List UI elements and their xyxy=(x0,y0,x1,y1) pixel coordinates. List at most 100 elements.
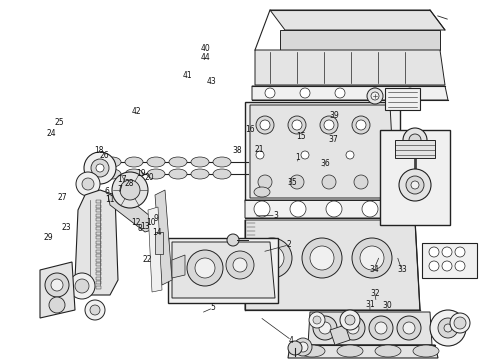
Text: 9: 9 xyxy=(153,215,158,223)
Circle shape xyxy=(442,261,452,271)
Bar xyxy=(96,249,101,252)
Circle shape xyxy=(362,201,378,217)
Polygon shape xyxy=(75,190,118,295)
Ellipse shape xyxy=(299,345,325,357)
Circle shape xyxy=(76,172,100,196)
Circle shape xyxy=(310,246,334,270)
Circle shape xyxy=(442,247,452,257)
Text: 31: 31 xyxy=(365,300,375,309)
Circle shape xyxy=(455,261,465,271)
Text: 35: 35 xyxy=(288,179,297,188)
Circle shape xyxy=(403,128,427,152)
Text: 20: 20 xyxy=(145,173,154,182)
Polygon shape xyxy=(245,200,405,218)
Circle shape xyxy=(399,169,431,201)
Bar xyxy=(96,276,101,279)
Circle shape xyxy=(309,312,325,328)
Ellipse shape xyxy=(213,157,231,167)
Bar xyxy=(96,272,101,275)
Text: 5: 5 xyxy=(211,303,216,312)
Text: 34: 34 xyxy=(369,265,379,274)
Circle shape xyxy=(187,250,223,286)
Circle shape xyxy=(438,318,458,338)
Circle shape xyxy=(51,279,63,291)
Circle shape xyxy=(429,261,439,271)
Circle shape xyxy=(369,316,393,340)
Text: 18: 18 xyxy=(94,146,104,155)
Circle shape xyxy=(340,310,360,330)
Circle shape xyxy=(302,238,342,278)
Text: 32: 32 xyxy=(370,289,380,298)
Circle shape xyxy=(375,322,387,334)
Circle shape xyxy=(319,322,331,334)
Circle shape xyxy=(252,238,292,278)
Circle shape xyxy=(352,116,370,134)
Bar xyxy=(96,267,101,270)
Circle shape xyxy=(288,341,302,355)
Bar xyxy=(96,204,101,207)
Ellipse shape xyxy=(147,157,165,167)
Ellipse shape xyxy=(213,169,231,179)
Circle shape xyxy=(405,88,415,98)
Circle shape xyxy=(82,178,94,190)
Circle shape xyxy=(370,88,380,98)
Bar xyxy=(422,243,477,278)
Circle shape xyxy=(288,116,306,134)
Text: 30: 30 xyxy=(382,302,392,310)
Text: 43: 43 xyxy=(207,77,217,86)
Text: 16: 16 xyxy=(245,125,255,134)
Circle shape xyxy=(324,120,334,130)
Circle shape xyxy=(313,316,337,340)
Circle shape xyxy=(256,151,264,159)
Polygon shape xyxy=(288,345,438,358)
Text: 29: 29 xyxy=(43,233,53,242)
Text: 26: 26 xyxy=(99,151,109,160)
Bar xyxy=(96,227,101,230)
Polygon shape xyxy=(148,207,162,292)
Circle shape xyxy=(341,316,365,340)
Circle shape xyxy=(260,120,270,130)
Circle shape xyxy=(429,247,439,257)
Circle shape xyxy=(356,120,366,130)
Circle shape xyxy=(326,201,342,217)
Bar xyxy=(395,140,435,158)
Polygon shape xyxy=(255,50,445,85)
Polygon shape xyxy=(252,86,448,100)
Polygon shape xyxy=(40,262,75,318)
Bar xyxy=(96,245,101,248)
Text: 7: 7 xyxy=(118,185,122,194)
Circle shape xyxy=(265,88,275,98)
Bar xyxy=(96,200,101,203)
Circle shape xyxy=(292,120,302,130)
Polygon shape xyxy=(172,242,275,298)
Circle shape xyxy=(430,310,466,346)
Text: 10: 10 xyxy=(146,218,156,227)
Text: 42: 42 xyxy=(131,107,141,116)
Circle shape xyxy=(254,201,270,217)
Text: 21: 21 xyxy=(255,145,265,154)
Ellipse shape xyxy=(191,157,209,167)
Circle shape xyxy=(195,258,215,278)
Circle shape xyxy=(397,316,421,340)
Bar xyxy=(96,254,101,257)
Text: 14: 14 xyxy=(152,228,162,237)
Polygon shape xyxy=(308,312,432,345)
Text: 41: 41 xyxy=(182,71,192,80)
Bar xyxy=(96,240,101,243)
Text: 27: 27 xyxy=(58,193,68,202)
Circle shape xyxy=(91,159,109,177)
Text: 36: 36 xyxy=(320,159,330,168)
Circle shape xyxy=(260,246,284,270)
Circle shape xyxy=(367,88,383,104)
Ellipse shape xyxy=(169,169,187,179)
Circle shape xyxy=(112,172,148,208)
Circle shape xyxy=(49,297,65,313)
Text: 33: 33 xyxy=(397,266,407,274)
Circle shape xyxy=(84,152,116,184)
Circle shape xyxy=(444,324,452,332)
Circle shape xyxy=(258,175,272,189)
Circle shape xyxy=(85,300,105,320)
Text: 22: 22 xyxy=(142,255,152,264)
Circle shape xyxy=(352,238,392,278)
Circle shape xyxy=(335,88,345,98)
